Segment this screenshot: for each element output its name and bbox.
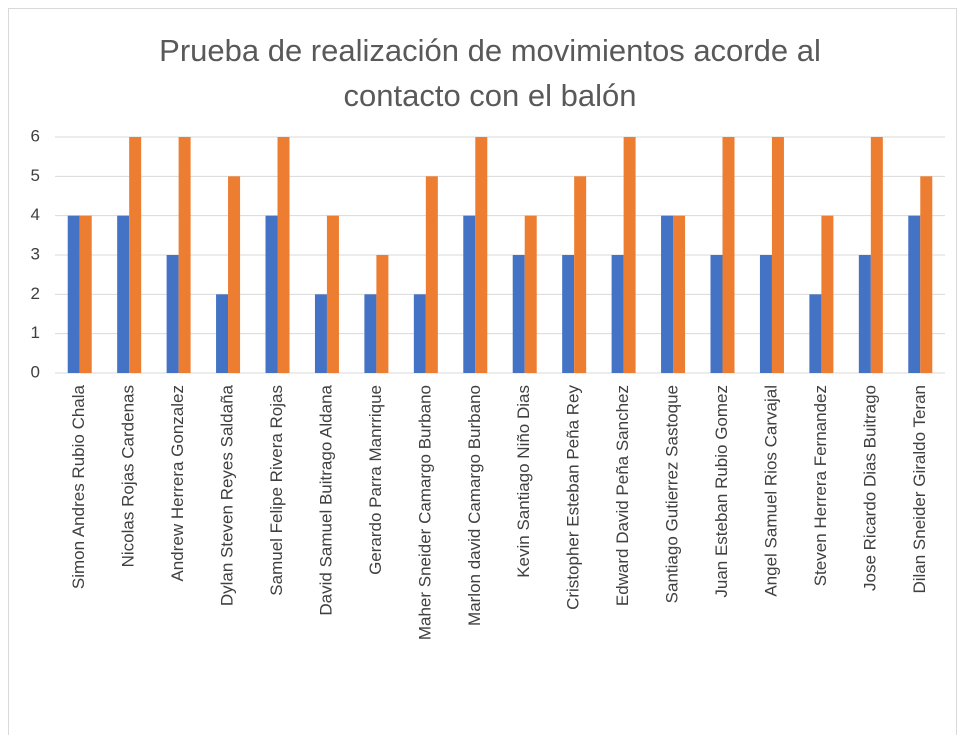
x-tick-label: Kevin Santiago Niño Dias bbox=[514, 385, 533, 578]
y-tick-label: 0 bbox=[31, 362, 40, 381]
x-tick-label: Juan Esteban Rubio Gomez bbox=[712, 385, 731, 598]
bar bbox=[228, 176, 241, 373]
bar bbox=[79, 215, 92, 373]
bar bbox=[277, 137, 290, 373]
bar bbox=[920, 176, 933, 373]
x-tick-label: Marlon david Camargo Burbano bbox=[465, 385, 484, 626]
bar bbox=[858, 255, 871, 373]
bar bbox=[326, 215, 339, 373]
x-tick-label: David Samuel Buitrago Aldana bbox=[316, 384, 335, 615]
y-tick-label: 4 bbox=[31, 205, 40, 224]
bar bbox=[722, 137, 735, 373]
bar bbox=[364, 294, 377, 373]
bar bbox=[129, 137, 142, 373]
bar bbox=[425, 176, 438, 373]
y-tick-label: 1 bbox=[31, 323, 40, 342]
bar bbox=[67, 215, 80, 373]
bar bbox=[413, 294, 426, 373]
bar bbox=[623, 137, 636, 373]
bar bbox=[710, 255, 723, 373]
bar bbox=[178, 137, 191, 373]
bar bbox=[562, 255, 575, 373]
bar bbox=[771, 137, 784, 373]
bar bbox=[524, 215, 537, 373]
bar bbox=[759, 255, 772, 373]
x-tick-label: Angel Samuel Rios Carvajal bbox=[761, 385, 780, 597]
x-tick-label: Maher Sneider Camargo Burbano bbox=[415, 385, 434, 640]
chart-frame bbox=[8, 8, 957, 735]
x-tick-label: Edward David Peña Sanchez bbox=[613, 385, 632, 606]
x-tick-label: Dilan Sneider Giraldo Teran bbox=[910, 385, 929, 594]
x-tick-label: Steven Herrera Fernandez bbox=[811, 385, 830, 586]
bar bbox=[475, 137, 488, 373]
x-tick-label: Simon Andres Rubio Chala bbox=[69, 384, 88, 589]
bar bbox=[809, 294, 822, 373]
y-tick-label: 5 bbox=[31, 166, 40, 185]
bar bbox=[574, 176, 587, 373]
bar bbox=[908, 215, 921, 373]
bar bbox=[314, 294, 327, 373]
x-tick-label: Gerardo Parra Manrrique bbox=[366, 385, 385, 575]
x-tick-label: Cristopher Esteban Peña Rey bbox=[564, 385, 583, 610]
bar bbox=[376, 255, 389, 373]
bar bbox=[463, 215, 476, 373]
bar bbox=[117, 215, 130, 373]
x-tick-label: Samuel Felipe Rivera Rojas bbox=[267, 385, 286, 596]
x-tick-label: Dylan Steven Reyes Saldaña bbox=[218, 384, 237, 606]
x-tick-label: Andrew Herrera Gonzalez bbox=[168, 385, 187, 582]
y-tick-label: 6 bbox=[31, 126, 40, 145]
bar bbox=[661, 215, 674, 373]
bar bbox=[611, 255, 624, 373]
x-tick-label: Nicolas Rojas Cardenas bbox=[119, 385, 138, 567]
bar bbox=[216, 294, 229, 373]
x-tick-label: Santiago Gutierrez Sastoque bbox=[663, 385, 682, 603]
bar bbox=[821, 215, 834, 373]
y-tick-label: 3 bbox=[31, 244, 40, 263]
bar bbox=[265, 215, 278, 373]
x-tick-label: Jose Ricardo Dias Buitrago bbox=[860, 385, 879, 591]
bar bbox=[673, 215, 686, 373]
bar bbox=[870, 137, 883, 373]
bar bbox=[512, 255, 525, 373]
bar bbox=[166, 255, 179, 373]
y-tick-label: 2 bbox=[31, 284, 40, 303]
chart-title: Prueba de realización de movimientos aco… bbox=[159, 33, 821, 113]
